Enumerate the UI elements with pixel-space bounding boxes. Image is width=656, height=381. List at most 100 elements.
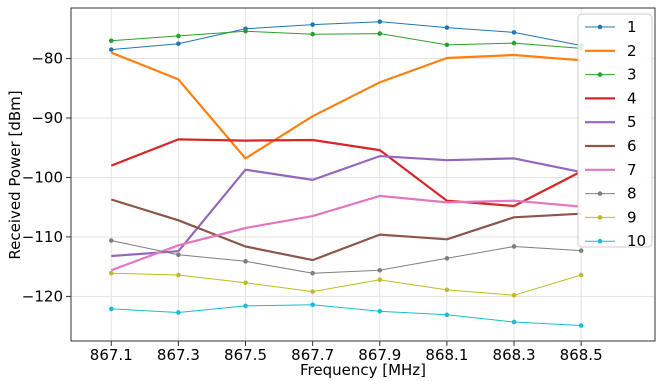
legend-entry-5: 5 xyxy=(585,113,637,131)
series-line-5 xyxy=(111,155,582,258)
series-line-10 xyxy=(111,304,582,326)
data-point xyxy=(243,28,248,34)
x-tick-label: 867.3 xyxy=(157,346,200,364)
legend-entry-9: 9 xyxy=(585,208,637,226)
data-point xyxy=(444,312,450,318)
data-point xyxy=(511,40,517,46)
x-axis-title: Frequency [MHz] xyxy=(300,361,426,379)
x-tick-label: 867.1 xyxy=(90,346,133,364)
data-point xyxy=(108,38,114,44)
data-point xyxy=(377,277,383,283)
x-tick-label: 868.1 xyxy=(425,346,468,364)
data-point xyxy=(310,302,315,308)
data-point xyxy=(176,33,181,39)
data-point xyxy=(108,306,114,312)
data-point xyxy=(310,22,315,27)
legend-entry-7: 7 xyxy=(585,161,637,179)
legend-label: 3 xyxy=(627,66,637,84)
series-line-2 xyxy=(110,51,582,160)
series-9 xyxy=(108,270,584,298)
series-line-9 xyxy=(111,272,582,296)
series-line-3 xyxy=(111,30,582,49)
series-4 xyxy=(110,138,582,208)
data-point xyxy=(243,259,248,264)
series-line-6 xyxy=(110,198,582,262)
series-lines xyxy=(108,19,584,328)
series-line-7 xyxy=(110,194,582,272)
legend-marker xyxy=(597,215,603,220)
axis-ticks: 867.1 867.3 867.5 867.7 867.9 868.1 868.3 868.5… xyxy=(22,50,603,364)
data-point xyxy=(377,308,383,314)
series-6 xyxy=(110,198,582,262)
data-point xyxy=(377,31,383,36)
series-2 xyxy=(110,51,582,160)
data-point xyxy=(108,238,114,243)
x-tick-label: 868.5 xyxy=(560,346,603,364)
legend-label: 9 xyxy=(627,208,637,226)
data-point xyxy=(511,319,517,325)
data-point xyxy=(310,270,315,276)
legend-label: 7 xyxy=(627,161,637,179)
legend-label: 2 xyxy=(627,42,637,60)
data-point xyxy=(176,272,181,278)
legend-entry-6: 6 xyxy=(585,137,637,155)
data-point xyxy=(578,323,584,328)
data-point xyxy=(511,30,517,35)
data-point xyxy=(176,252,181,258)
data-point xyxy=(108,47,114,52)
series-3 xyxy=(108,28,584,51)
data-point xyxy=(511,292,517,298)
data-point xyxy=(444,25,450,30)
plot-frame xyxy=(70,7,656,342)
data-point xyxy=(377,267,383,273)
series-10 xyxy=(108,302,584,328)
legend-label: 4 xyxy=(627,89,637,107)
legend-entry-3: 3 xyxy=(585,66,637,84)
series-7 xyxy=(110,194,582,272)
legend-marker xyxy=(597,24,603,30)
data-point xyxy=(108,270,114,276)
y-axis-title: Received Power [dBm] xyxy=(6,90,24,259)
legend-entry-4: 4 xyxy=(585,89,637,107)
y-tick-label: −110 xyxy=(22,228,63,246)
series-line-4 xyxy=(110,138,582,208)
data-point xyxy=(444,287,450,293)
x-tick-label: 867.5 xyxy=(224,346,267,364)
data-point xyxy=(310,31,315,37)
y-tick-label: −80 xyxy=(31,50,63,68)
y-tick-label: −90 xyxy=(31,109,63,127)
x-tick-label: 868.3 xyxy=(493,346,536,364)
series-5 xyxy=(111,155,582,258)
legend-marker xyxy=(597,191,603,196)
y-tick-label: −100 xyxy=(22,168,63,186)
data-point xyxy=(176,41,181,46)
legend-marker xyxy=(597,72,603,77)
data-point xyxy=(444,256,450,261)
data-point xyxy=(578,272,584,278)
data-point xyxy=(578,248,584,253)
legend-label: 10 xyxy=(627,232,646,250)
legend: 1 2 3 4 5 6 7 8 9 10 xyxy=(577,13,653,250)
legend-label: 5 xyxy=(627,113,637,131)
legend-marker xyxy=(597,238,603,244)
data-point xyxy=(444,42,450,48)
legend-label: 8 xyxy=(627,185,637,203)
data-point xyxy=(176,310,181,315)
series-8 xyxy=(108,238,584,276)
data-point xyxy=(511,244,517,249)
legend-entry-2: 2 xyxy=(585,42,637,60)
grid xyxy=(71,8,655,341)
legend-entry-8: 8 xyxy=(585,185,637,203)
x-tick-label: 867.7 xyxy=(291,346,334,364)
legend-entry-10: 10 xyxy=(585,232,646,250)
data-point xyxy=(243,280,248,286)
series-line-8 xyxy=(111,240,582,274)
legend-label: 6 xyxy=(627,137,637,155)
data-point xyxy=(310,289,315,294)
data-point xyxy=(243,303,248,309)
data-point xyxy=(377,19,383,24)
y-tick-label: −120 xyxy=(22,287,63,305)
legend-label: 1 xyxy=(627,18,637,36)
